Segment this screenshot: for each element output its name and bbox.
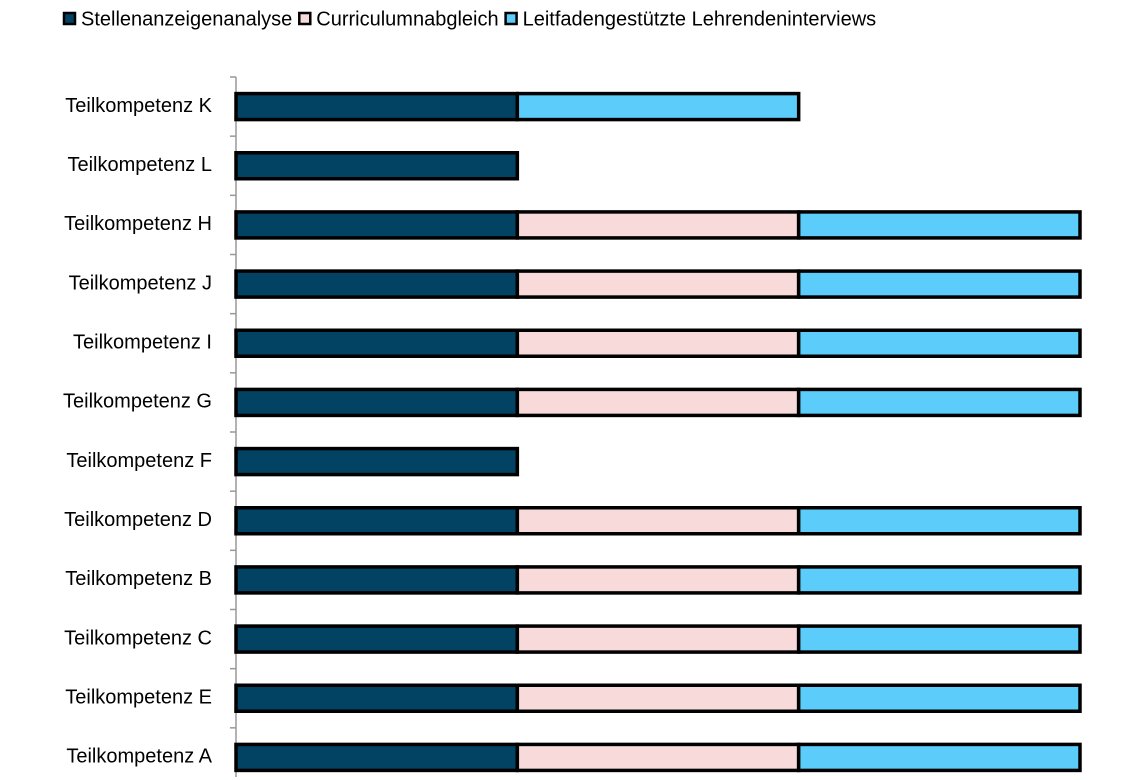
bar-segment: [234, 387, 520, 418]
bar-segment: [515, 387, 801, 418]
bar-segment: [234, 683, 520, 713]
bar-segment: [515, 565, 801, 595]
y-tick-label: Teilkompetenz K: [65, 95, 212, 117]
bar-segment: [234, 565, 520, 595]
y-tick-label: Teilkompetenz I: [73, 332, 212, 354]
bar-segment: [515, 624, 801, 654]
bar-segment: [234, 210, 520, 240]
bar-segment: [234, 506, 520, 536]
y-tick-label: Teilkompetenz D: [64, 509, 212, 531]
bar-segment: [515, 683, 801, 713]
legend-label: Stellenanzeigenanalyse: [81, 8, 292, 30]
bar-segment: [234, 328, 520, 358]
bar-segment: [515, 742, 801, 773]
bar-segment: [515, 269, 801, 299]
y-tick-label: Teilkompetenz L: [67, 154, 212, 176]
bar-segment: [515, 91, 801, 122]
y-tick-label: Teilkompetenz E: [65, 687, 212, 709]
bar-segment: [515, 210, 801, 240]
bar-segment: [796, 742, 1082, 773]
y-tick-label: Teilkompetenz H: [64, 213, 212, 235]
legend-label: Leitfadengestützte Lehrendeninterviews: [523, 8, 877, 30]
legend-swatch: [62, 11, 77, 26]
bar-segment: [796, 683, 1082, 713]
bar-segment: [796, 387, 1082, 418]
y-tick-label: Teilkompetenz C: [64, 627, 212, 649]
bar-segment: [234, 269, 520, 299]
bar-segment: [796, 328, 1082, 358]
y-tick-label: Teilkompetenz F: [66, 450, 212, 472]
bar-segment: [796, 624, 1082, 654]
y-tick-label: Teilkompetenz A: [66, 746, 212, 768]
y-tick-label: Teilkompetenz J: [69, 272, 212, 294]
bar-segment: [796, 565, 1082, 595]
y-tick-label: Teilkompetenz G: [63, 391, 212, 413]
bar-segment: [796, 269, 1082, 299]
bar-segment: [796, 210, 1082, 240]
bar-segment: [515, 506, 801, 536]
bar-segment: [234, 624, 520, 654]
legend-swatch: [298, 11, 312, 26]
legend-swatch: [504, 11, 518, 26]
y-tick-label: Teilkompetenz B: [65, 568, 212, 590]
bar-segment: [234, 91, 520, 122]
bar-segment: [796, 506, 1082, 536]
bar-segment: [234, 446, 520, 477]
legend-label: Curriculumnabgleich: [316, 8, 498, 30]
bar-segment: [515, 328, 801, 358]
bar-segment: [234, 151, 520, 181]
bar-segment: [234, 742, 520, 773]
